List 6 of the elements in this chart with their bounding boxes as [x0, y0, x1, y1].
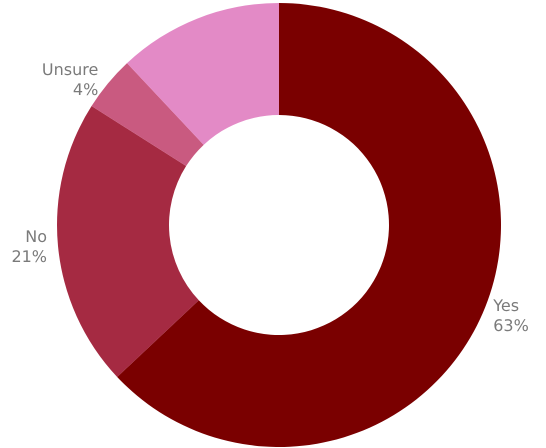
slice-label: No	[25, 226, 48, 246]
data-label: 63%	[493, 316, 529, 336]
slice-label: Unsure	[42, 60, 98, 80]
data-label: 4%	[72, 80, 98, 100]
data-label: 21%	[11, 246, 48, 266]
slice-label: Yes	[492, 296, 520, 316]
